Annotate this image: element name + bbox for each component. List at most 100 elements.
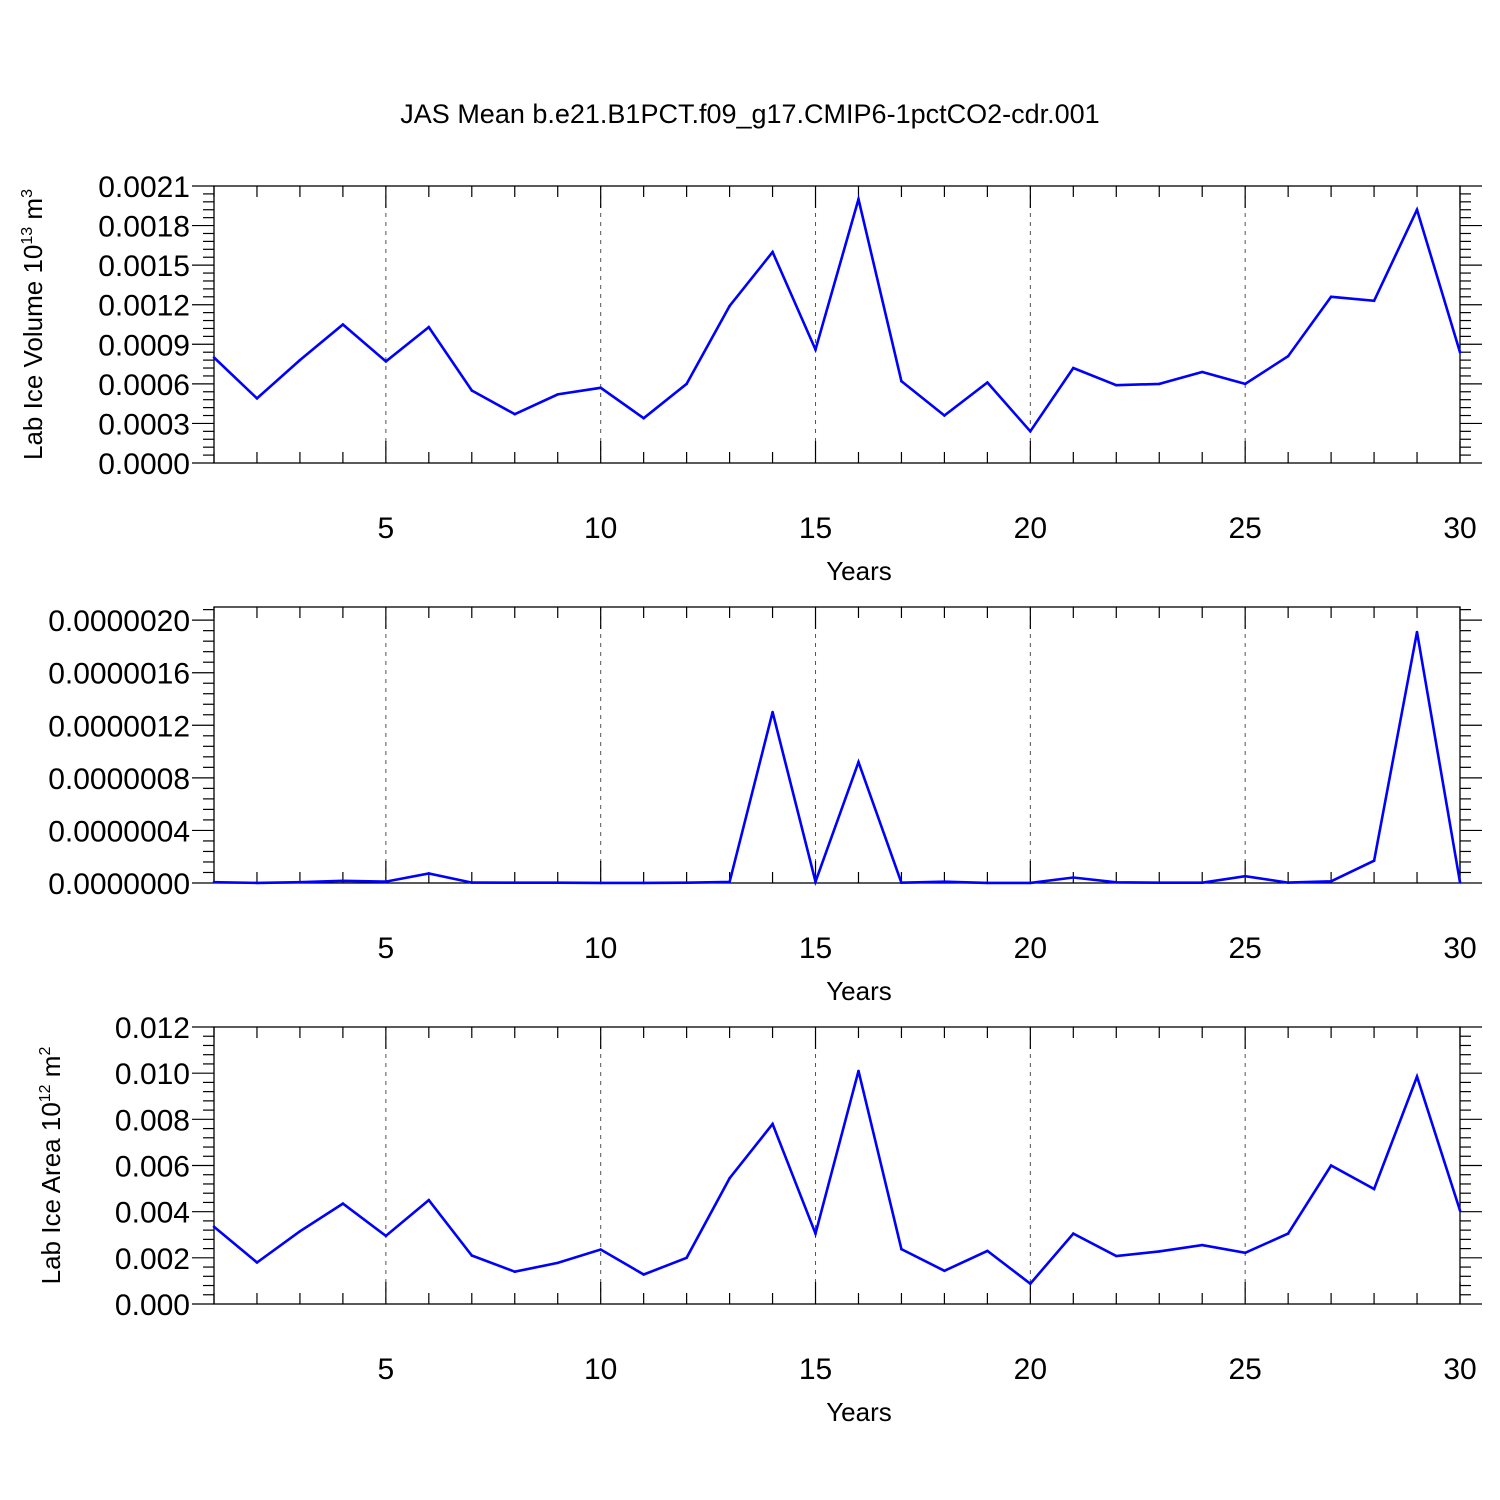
x-tick-label: 20 <box>1014 1353 1047 1386</box>
data-point <box>1200 881 1204 884</box>
y-tick-label: 0.0018 <box>98 211 190 244</box>
data-point <box>1243 382 1247 386</box>
x-tick-label: 20 <box>1014 932 1047 965</box>
x-tick-label: 15 <box>799 1353 832 1386</box>
y-tick-label: 0.0021 <box>98 171 190 204</box>
y-tick-label: 0.010 <box>115 1058 190 1091</box>
y-tick-label: 0.0006 <box>98 369 190 402</box>
data-point <box>1029 430 1032 433</box>
data-point <box>341 879 345 883</box>
data-point <box>1372 1187 1376 1191</box>
data-point <box>298 880 302 884</box>
data-point <box>212 356 216 359</box>
data-point <box>1115 383 1118 387</box>
data-point <box>642 416 645 420</box>
data-point <box>814 880 817 883</box>
data-point <box>298 1230 302 1233</box>
data-point <box>1329 880 1333 883</box>
data-point <box>384 1234 388 1238</box>
data-point <box>728 1176 731 1180</box>
x-tick-label: 10 <box>584 512 617 545</box>
data-point <box>642 1273 645 1276</box>
data-point <box>1458 1209 1462 1212</box>
data-point <box>1286 1232 1290 1235</box>
x-tick-label: 15 <box>799 512 832 545</box>
data-point <box>1072 1232 1075 1235</box>
data-point <box>255 1261 259 1264</box>
data-point <box>513 1270 517 1273</box>
x-axis-label: Years <box>826 1397 892 1427</box>
y-axis-label: Lab Ice Volume 1013 m3 <box>18 189 48 460</box>
x-axis-label: Years <box>826 556 892 586</box>
y-tick-label: 0.008 <box>115 1104 190 1137</box>
data-point <box>1029 881 1032 885</box>
data-point <box>255 881 259 885</box>
data-point <box>728 880 731 884</box>
data-point <box>1458 881 1462 884</box>
y-tick-label: 0.002 <box>115 1243 190 1276</box>
data-point <box>341 323 345 326</box>
x-tick-label: 30 <box>1443 1353 1476 1386</box>
data-point <box>900 379 903 383</box>
data-point <box>212 880 216 884</box>
data-point <box>1415 630 1419 634</box>
data-point <box>1157 881 1161 884</box>
x-tick-label: 5 <box>378 932 395 965</box>
data-point <box>513 412 517 416</box>
data-point <box>1286 881 1290 884</box>
y-tick-label: 0.004 <box>115 1197 190 1230</box>
data-point <box>1415 208 1419 211</box>
y-tick-label: 0.0003 <box>98 408 190 441</box>
data-point <box>986 381 989 384</box>
data-point <box>986 881 989 885</box>
y-axis-label: Lab Ice Area 1012 m2 <box>36 1047 66 1285</box>
data-point <box>771 1122 774 1126</box>
data-point <box>384 360 388 363</box>
data-point <box>857 1069 860 1073</box>
data-point <box>427 1198 431 1202</box>
x-tick-label: 5 <box>378 512 395 545</box>
data-point <box>384 880 388 883</box>
y-tick-label: 0.0000020 <box>48 605 190 638</box>
data-point <box>857 760 860 764</box>
data-point <box>298 358 302 362</box>
y-tick-label: 0.0000004 <box>48 815 190 848</box>
series-line <box>213 194 1462 434</box>
plot-frame <box>213 606 1461 884</box>
data-point <box>1286 354 1290 358</box>
data-point <box>857 197 860 201</box>
data-point <box>1415 1075 1419 1078</box>
panels: 5 10 15 20 25 30 0.0000 0.0003 0.0006 0.0009 0.001… <box>18 171 1482 1427</box>
y-tick-label: 0.000 <box>115 1289 190 1322</box>
x-tick-label: 30 <box>1443 932 1476 965</box>
x-tick-label: 25 <box>1228 932 1261 965</box>
data-point <box>599 386 602 390</box>
data-point <box>685 1256 688 1260</box>
data-point <box>1029 1282 1032 1285</box>
data-point <box>1115 1254 1118 1258</box>
data-point <box>814 348 817 351</box>
data-point <box>814 1232 817 1235</box>
data-point <box>1329 295 1333 299</box>
x-tick-label: 15 <box>799 932 832 965</box>
data-point <box>212 1225 216 1228</box>
data-point <box>1372 859 1376 862</box>
data-point <box>556 1261 559 1265</box>
data-point <box>771 250 774 254</box>
panel-1: 5 10 15 20 25 30 0.0000 0.0003 0.0006 0.0009 0.001… <box>18 171 1482 586</box>
data-point <box>943 414 946 417</box>
data-point <box>470 1254 474 1257</box>
y-tick-label: 0.0000000 <box>48 868 190 901</box>
data-point <box>599 881 602 885</box>
data-point <box>1072 876 1075 879</box>
x-tick-label: 10 <box>584 932 617 965</box>
data-point <box>728 304 731 308</box>
data-point <box>1200 370 1204 374</box>
data-point <box>1157 1250 1161 1253</box>
data-point <box>900 1247 903 1251</box>
data-point <box>255 397 259 400</box>
y-tick-label: 0.0012 <box>98 290 190 323</box>
x-tick-label: 10 <box>584 1353 617 1386</box>
y-tick-label: 0.006 <box>115 1151 190 1184</box>
